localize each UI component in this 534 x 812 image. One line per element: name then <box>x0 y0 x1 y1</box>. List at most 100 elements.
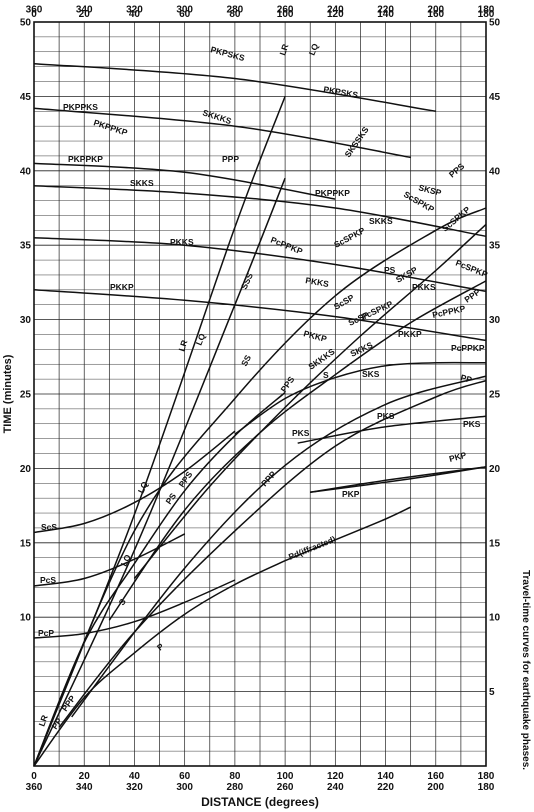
label-PKS: PKS <box>377 411 395 421</box>
label-PcSPKP: PcSPKP <box>454 258 489 280</box>
y-tick-label-left: 35 <box>20 241 32 252</box>
label-PcPPKP: PcPPKP <box>451 343 485 353</box>
y-tick-label-right: 25 <box>489 390 501 401</box>
label-S: S <box>323 370 329 380</box>
series-pkpsks <box>33 62 436 113</box>
series-pcp <box>33 579 236 639</box>
side-caption: Travel-time curves for earthquake phases… <box>520 570 531 770</box>
x-tick-label-bottom-mirror: 220 <box>377 782 394 793</box>
label-SKS: SKS <box>362 369 380 379</box>
x-tick-label-bottom: 20 <box>79 771 91 782</box>
label-PPP: PPP <box>259 469 278 489</box>
label-LQ: LQ <box>194 332 208 347</box>
y-tick-label-right: 45 <box>489 92 501 103</box>
label-SKKS: SKKS <box>369 216 393 226</box>
label-LQ: LQ <box>136 480 150 495</box>
y-tick-label-right: 40 <box>489 166 501 177</box>
label-S: S <box>116 596 128 607</box>
x-tick-label-bottom-mirror: 200 <box>427 782 444 793</box>
label-PKPPKS: PKPPKS <box>63 102 98 112</box>
x-tick-label-top-mirror: 180 <box>478 4 495 15</box>
label-SKKKS: SKKKS <box>306 346 336 371</box>
y-tick-label-left: 25 <box>20 390 32 401</box>
x-tick-label-bottom-mirror: 320 <box>126 782 143 793</box>
label-PPP: PPP <box>462 287 482 305</box>
x-tick-label-bottom: 160 <box>427 771 444 782</box>
series-pps <box>133 223 487 579</box>
series-scs <box>33 430 236 534</box>
y-tick-label-left: 50 <box>20 18 32 29</box>
label-PKKP: PKKP <box>302 328 328 344</box>
y-tick-label-left: 40 <box>20 166 32 177</box>
x-tick-label-top: 40 <box>129 9 141 20</box>
x-tick-label-bottom: 180 <box>478 771 495 782</box>
label-LR: LR <box>277 43 290 57</box>
label-PKPSKS: PKPSKS <box>209 44 246 63</box>
x-tick-label-bottom: 140 <box>377 771 394 782</box>
x-tick-label-bottom-mirror: 340 <box>76 782 93 793</box>
travel-time-curves <box>33 62 487 767</box>
x-tick-label-top: 140 <box>377 9 394 20</box>
label-PS: PS <box>384 265 396 275</box>
label-SS: SS <box>239 353 253 368</box>
label-PcPPKP: PcPPKP <box>269 235 304 257</box>
label-PKKS: PKKS <box>170 237 194 247</box>
label-PKKS: PKKS <box>412 282 436 292</box>
y-tick-label-left: 45 <box>20 92 32 103</box>
curve-labels: PKPSKS PKPSKS PKPPKS PKPPKP SKKKS SKSSKS… <box>36 42 489 731</box>
series-lr <box>33 96 286 767</box>
x-tick-label-top: 180 <box>478 9 495 20</box>
label-PcS: PcS <box>40 575 56 585</box>
label-ScSP: ScSP <box>347 309 371 327</box>
x-tick-label-bottom-mirror: 280 <box>227 782 244 793</box>
label-SKSSKS: SKSSKS <box>342 125 370 160</box>
label-PcP: PcP <box>38 628 54 638</box>
label-PS: PS <box>163 491 178 506</box>
y-tick-label-right: 10 <box>489 613 501 624</box>
x-axis-title: DISTANCE (degrees) <box>201 795 319 809</box>
y-axis-title: TIME (minutes) <box>2 354 14 433</box>
label-ScSPKP: ScSPKP <box>332 225 367 250</box>
label-LQ: LQ <box>307 42 321 57</box>
series-pp <box>58 379 487 728</box>
chart-grid <box>33 21 487 767</box>
y-tick-label-right: 5 <box>489 687 495 698</box>
label-PPS: PPS <box>176 469 194 489</box>
x-tick-label-top-mirror: 340 <box>76 4 93 15</box>
label-PKPPKP: PKPPKP <box>92 117 129 137</box>
series-pcs <box>33 533 186 587</box>
y-tick-label-right: 20 <box>489 464 501 475</box>
label-PKP2: PKP <box>448 450 468 464</box>
series-pkppkp <box>33 162 336 200</box>
series-pkikp <box>310 466 487 493</box>
series-pks <box>297 415 487 444</box>
x-tick-label-bottom-mirror: 300 <box>176 782 193 793</box>
x-tick-label-top-mirror: 280 <box>227 4 244 15</box>
label-SSS: SSS <box>239 271 255 291</box>
x-tick-label-bottom: 80 <box>229 771 241 782</box>
y-tick-label-right: 35 <box>489 241 501 252</box>
y-tick-label-right: 50 <box>489 18 501 29</box>
y-tick-label-right: 15 <box>489 538 501 549</box>
label-PPS: PPS <box>447 161 467 180</box>
series-lq <box>33 177 286 767</box>
x-tick-label-top-mirror: 260 <box>277 4 294 15</box>
label-PKS: PKS <box>292 428 310 438</box>
label-PKKP: PKKP <box>110 282 134 292</box>
label-P: P <box>155 641 166 653</box>
label-PKPPKP: PKPPKP <box>68 154 103 164</box>
label-SKSP: SKSP <box>417 182 442 198</box>
series-p <box>33 560 286 767</box>
x-tick-label-top: 100 <box>277 9 294 20</box>
x-tick-label-bottom: 40 <box>129 771 141 782</box>
x-tick-label-top-mirror: 320 <box>126 4 143 15</box>
x-tick-label-top: 0 <box>31 9 37 20</box>
label-PKPSKS: PKPSKS <box>323 84 359 100</box>
label-LR: LR <box>176 339 189 353</box>
x-tick-label-top-mirror: 220 <box>377 4 394 15</box>
series-s <box>33 391 286 767</box>
label-PKS: PKS <box>463 419 481 429</box>
x-tick-label-top-mirror: 200 <box>427 4 444 15</box>
series-ps <box>108 280 487 621</box>
